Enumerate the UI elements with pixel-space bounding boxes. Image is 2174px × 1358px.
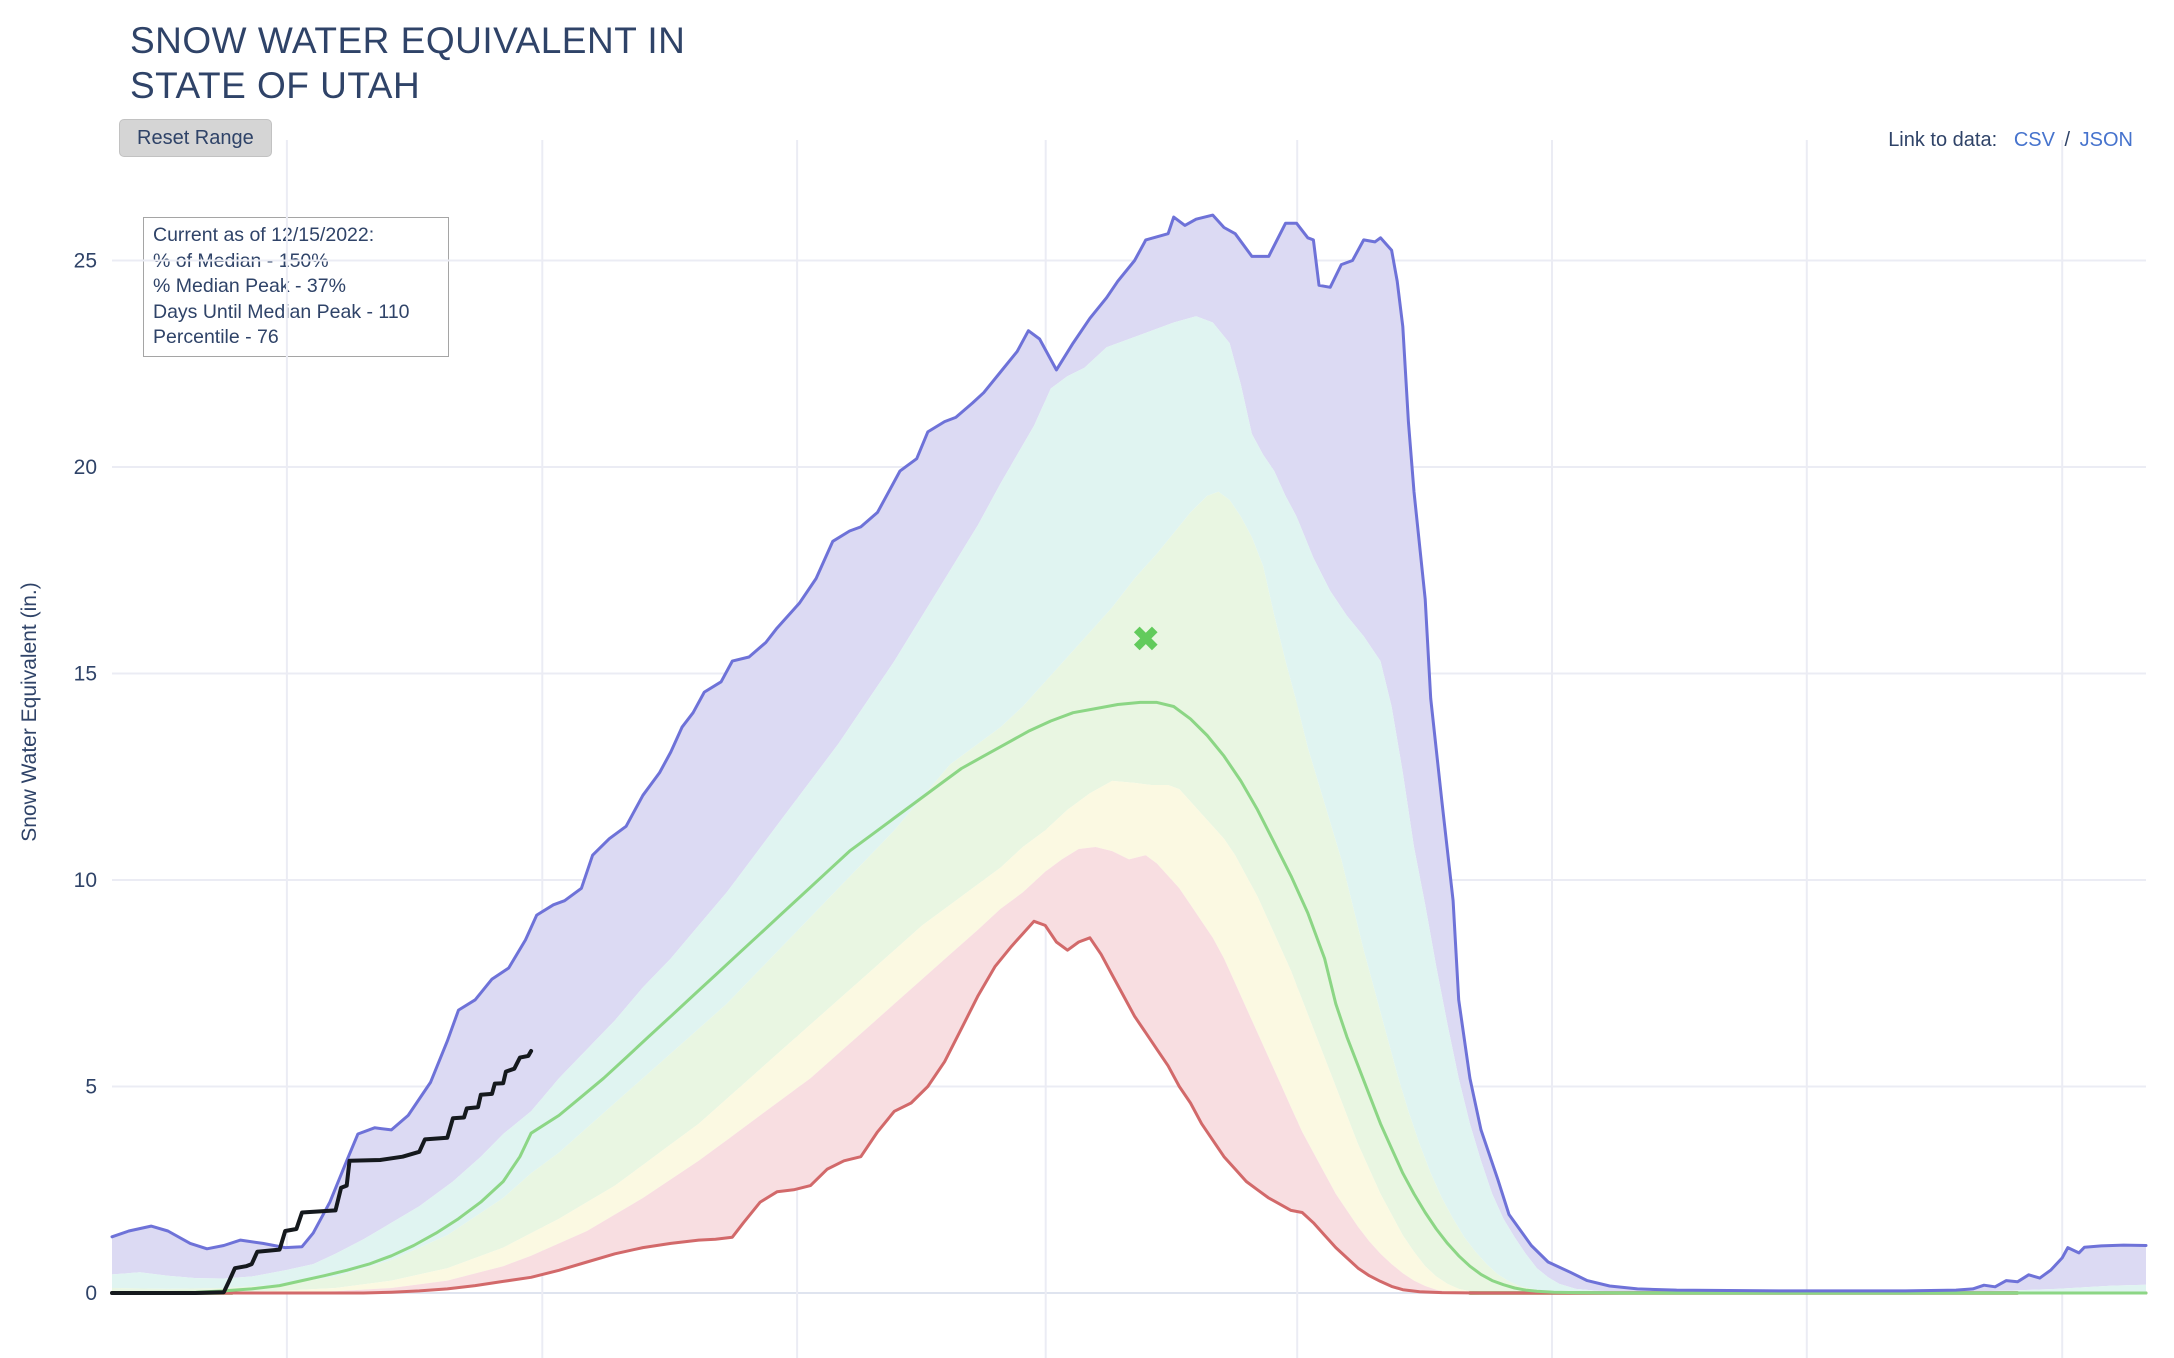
median-peak-x-marker [1133,626,1158,651]
min-line [110,919,2148,1295]
current-status-annotation: Current as of 12/15/2022: % of Median - … [143,217,449,357]
data-links-label: Link to data: [1888,129,1998,151]
y-tick-label-25: 25 [74,250,97,273]
csv-link[interactable]: CSV [2013,129,2055,151]
page-title-line1: SNOW WATER EQUIVALENT IN [130,20,686,61]
y-tick-label-5: 5 [85,1076,97,1099]
band-p70-p90 [112,316,2146,1293]
y-tick-label-20: 20 [74,456,97,479]
annotation-percentile: Percentile - 76 [153,326,279,348]
page-title-line2: STATE OF UTAH [130,65,421,106]
reset-range-button[interactable]: Reset Range [119,119,272,157]
y-tick-label-0: 0 [85,1282,97,1305]
annotation-days-until-peak: Days Until Median Peak - 110 [153,300,410,323]
page-title: SNOW WATER EQUIVALENT IN STATE OF UTAH [130,18,685,108]
data-links: Link to data: CSV / JSON [1888,129,2133,152]
band-p30-p70 [112,491,2146,1293]
band-min-p10 [112,847,2146,1293]
max-line [110,213,2148,1293]
y-tick-label-15: 15 [74,663,97,686]
annotation-date-line: Current as of 12/15/2022: [153,224,375,246]
annotation-percent-median-peak: % Median Peak - 37% [153,275,346,297]
current-year-line [110,1049,534,1295]
y-tick-label-10: 10 [74,869,97,892]
median-line [110,700,2148,1295]
json-link[interactable]: JSON [2079,129,2133,151]
link-separator: / [2064,129,2071,151]
